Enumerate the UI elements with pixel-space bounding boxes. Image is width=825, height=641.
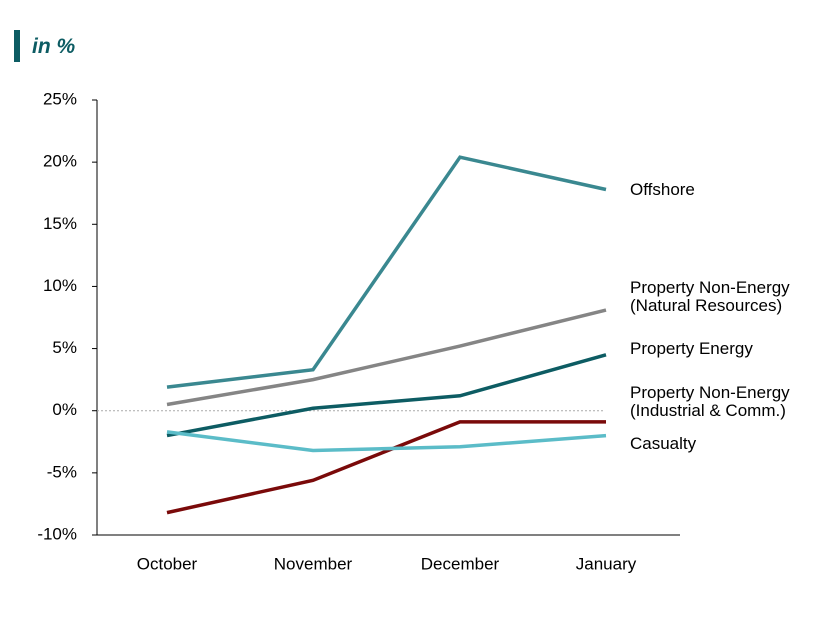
series-label: Casualty bbox=[630, 434, 697, 453]
y-tick-label: 0% bbox=[52, 400, 77, 419]
y-tick-label: 10% bbox=[43, 276, 77, 295]
series-label: Property Energy bbox=[630, 339, 753, 358]
series-line bbox=[166, 353, 607, 438]
subtitle: in % bbox=[32, 35, 76, 58]
series-label: Property Non-Energy (Natural Resources) bbox=[630, 278, 790, 315]
series-line bbox=[166, 155, 607, 389]
y-tick-label: 15% bbox=[43, 214, 77, 233]
x-tick-label: November bbox=[274, 554, 353, 573]
y-tick-label: 25% bbox=[43, 89, 77, 108]
y-tick-label: -10% bbox=[37, 524, 77, 543]
series-line bbox=[166, 420, 606, 515]
x-tick-label: January bbox=[576, 554, 637, 573]
y-tick-label: -5% bbox=[47, 462, 77, 481]
x-tick-label: October bbox=[137, 554, 198, 573]
series-label: Property Non-Energy (Industrial & Comm.) bbox=[630, 383, 790, 420]
subtitle-bar bbox=[14, 30, 20, 62]
x-tick-label: December bbox=[421, 554, 500, 573]
series-line bbox=[166, 308, 607, 407]
series-line bbox=[166, 430, 607, 453]
y-tick-label: 20% bbox=[43, 152, 77, 171]
y-tick-label: 5% bbox=[52, 338, 77, 357]
series-label: Offshore bbox=[630, 180, 695, 199]
